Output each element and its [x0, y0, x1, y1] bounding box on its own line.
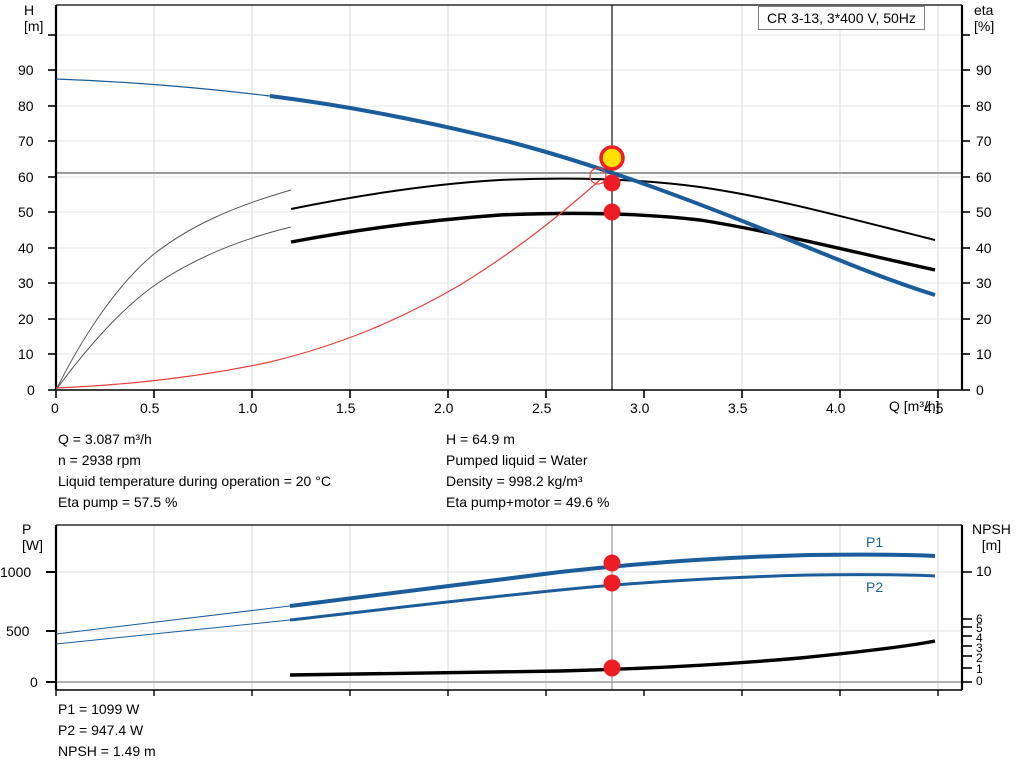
- p2-curve-thin: [55, 619, 291, 645]
- info-flow: Q = 3.087 m³/h: [58, 431, 152, 447]
- upper-y-left-tick-80: 80: [18, 98, 34, 114]
- upper-y-right-axis-title: eta [%]: [974, 2, 994, 34]
- lower-y-right-title-npsh: NPSH: [972, 521, 1011, 537]
- upper-y-right-title-unit: [%]: [974, 18, 995, 34]
- lower-y-right-title-unit: [m]: [981, 537, 1002, 553]
- lower-y-right-axis-title: NPSH [m]: [972, 521, 1011, 553]
- lower-y-left-tick-1000: 1000: [0, 564, 32, 580]
- upper-y-left-ticks: [48, 34, 56, 391]
- lower-y-right-tick-1: 1: [976, 662, 983, 676]
- lower-y-left-title-unit: [W]: [22, 537, 43, 553]
- info-pumped-liquid: Pumped liquid = Water: [446, 452, 588, 468]
- upper-y-left-tick-0: 0: [27, 382, 35, 398]
- upper-y-left-title-unit: [m]: [24, 18, 44, 34]
- upper-y-right-tick-90: 90: [976, 62, 992, 78]
- upper-y-right-title-eta: eta: [974, 2, 994, 18]
- upper-x-ticks: [55, 390, 939, 398]
- lower-y-right-tick-0: 0: [976, 674, 983, 688]
- p1-curve-thin: [55, 605, 291, 635]
- upper-x-tick-1-0: 1.0: [238, 400, 258, 416]
- upper-grid-horizontal: [56, 34, 962, 355]
- upper-x-tick-3-0: 3.0: [630, 400, 650, 416]
- lower-grid-horizontal: [56, 571, 962, 632]
- lower-y-left-axis-title: P [W]: [22, 521, 43, 553]
- duty-point-eta-pump-marker[interactable]: [603, 174, 621, 192]
- npsh-curve: [289, 639, 936, 677]
- info-speed: n = 2938 rpm: [58, 452, 141, 468]
- upper-y-left-tick-20: 20: [18, 311, 34, 327]
- lower-y-left-title-p: P: [22, 521, 32, 537]
- duty-point-npsh-marker[interactable]: [603, 659, 621, 677]
- info-liquid-temperature: Liquid temperature during operation = 20…: [58, 473, 331, 489]
- duty-point-p2-marker[interactable]: [603, 574, 621, 592]
- upper-x-tick-4-5: 4.5: [924, 400, 944, 416]
- info-head: H = 64.9 m: [446, 431, 515, 447]
- upper-chart-canvas: [48, 4, 970, 398]
- info-p1: P1 = 1099 W: [58, 701, 140, 717]
- lower-y-right-ticks: [962, 571, 972, 683]
- upper-y-left-axis-title: H [m]: [24, 2, 43, 34]
- eta-pump-motor-thin-curve: [55, 226, 292, 391]
- upper-y-left-tick-30: 30: [18, 275, 34, 291]
- upper-y-left-tick-50: 50: [18, 204, 34, 220]
- duty-point-head-marker[interactable]: [599, 145, 625, 171]
- upper-x-tick-1-5: 1.5: [336, 400, 356, 416]
- lower-y-right-tick-4: 4: [976, 631, 983, 645]
- upper-y-right-tick-30: 30: [976, 275, 992, 291]
- upper-y-right-ticks: [962, 34, 970, 391]
- upper-y-right-tick-50: 50: [976, 204, 992, 220]
- upper-y-right-tick-80: 80: [976, 98, 992, 114]
- lower-y-left-ticks: [46, 571, 56, 683]
- upper-y-left-title-h: H: [24, 2, 35, 18]
- upper-y-right-tick-60: 60: [976, 169, 992, 185]
- upper-y-left-tick-10: 10: [18, 346, 34, 362]
- info-p2: P2 = 947.4 W: [58, 722, 144, 738]
- lower-y-right-tick-3: 3: [976, 641, 983, 655]
- system-duty-curve: [55, 179, 601, 389]
- lower-y-right-tick-6: 6: [976, 612, 983, 626]
- upper-y-left-tick-60: 60: [18, 169, 34, 185]
- upper-x-tick-0: 0: [51, 400, 59, 416]
- lower-y-left-tick-0: 0: [30, 674, 38, 690]
- head-curve: [269, 94, 936, 297]
- lower-y-right-tick-5: 5: [976, 621, 983, 635]
- lower-y-right-tick-2: 2: [976, 651, 983, 665]
- upper-y-left-tick-40: 40: [18, 240, 34, 256]
- lower-grid-vertical: [153, 525, 939, 690]
- p1-series-label: P1: [866, 534, 884, 550]
- info-eta-pump: Eta pump = 57.5 %: [58, 494, 178, 510]
- upper-y-right-tick-40: 40: [976, 240, 992, 256]
- pump-model-title-box: CR 3-13, 3*400 V, 50Hz: [758, 6, 925, 30]
- upper-y-left-tick-90: 90: [18, 62, 34, 78]
- lower-y-left-tick-500: 500: [6, 623, 30, 639]
- info-density: Density = 998.2 kg/m³: [446, 473, 583, 489]
- p2-curve: [289, 573, 936, 622]
- lower-x-ticks: [55, 690, 939, 696]
- upper-y-right-tick-0: 0: [976, 382, 984, 398]
- upper-x-tick-2-5: 2.5: [532, 400, 552, 416]
- upper-grid-vertical: [153, 5, 939, 390]
- lower-chart-canvas: [46, 524, 972, 696]
- upper-x-tick-4-0: 4.0: [826, 400, 846, 416]
- lower-y-right-tick-10: 10: [976, 563, 992, 579]
- upper-y-left-tick-70: 70: [18, 133, 34, 149]
- upper-x-tick-3-5: 3.5: [728, 400, 748, 416]
- upper-x-tick-0-5: 0.5: [140, 400, 160, 416]
- info-npsh: NPSH = 1.49 m: [58, 743, 156, 759]
- upper-y-right-tick-20: 20: [976, 311, 992, 327]
- duty-point-p1-marker[interactable]: [603, 554, 621, 572]
- p2-series-label: P2: [866, 579, 884, 595]
- head-curve-thin: [55, 78, 271, 97]
- upper-x-tick-2-0: 2.0: [434, 400, 454, 416]
- duty-point-eta-pump-motor-marker[interactable]: [603, 203, 621, 221]
- eta-pump-thin-curve: [55, 189, 292, 391]
- upper-y-right-tick-10: 10: [976, 346, 992, 362]
- upper-x-axis-title: Q [m³/h]: [889, 398, 940, 414]
- info-eta-pump-motor: Eta pump+motor = 49.6 %: [446, 494, 610, 510]
- duty-open-circle-marker: [589, 167, 607, 185]
- p1-curve: [289, 552, 936, 608]
- upper-y-right-tick-70: 70: [976, 133, 992, 149]
